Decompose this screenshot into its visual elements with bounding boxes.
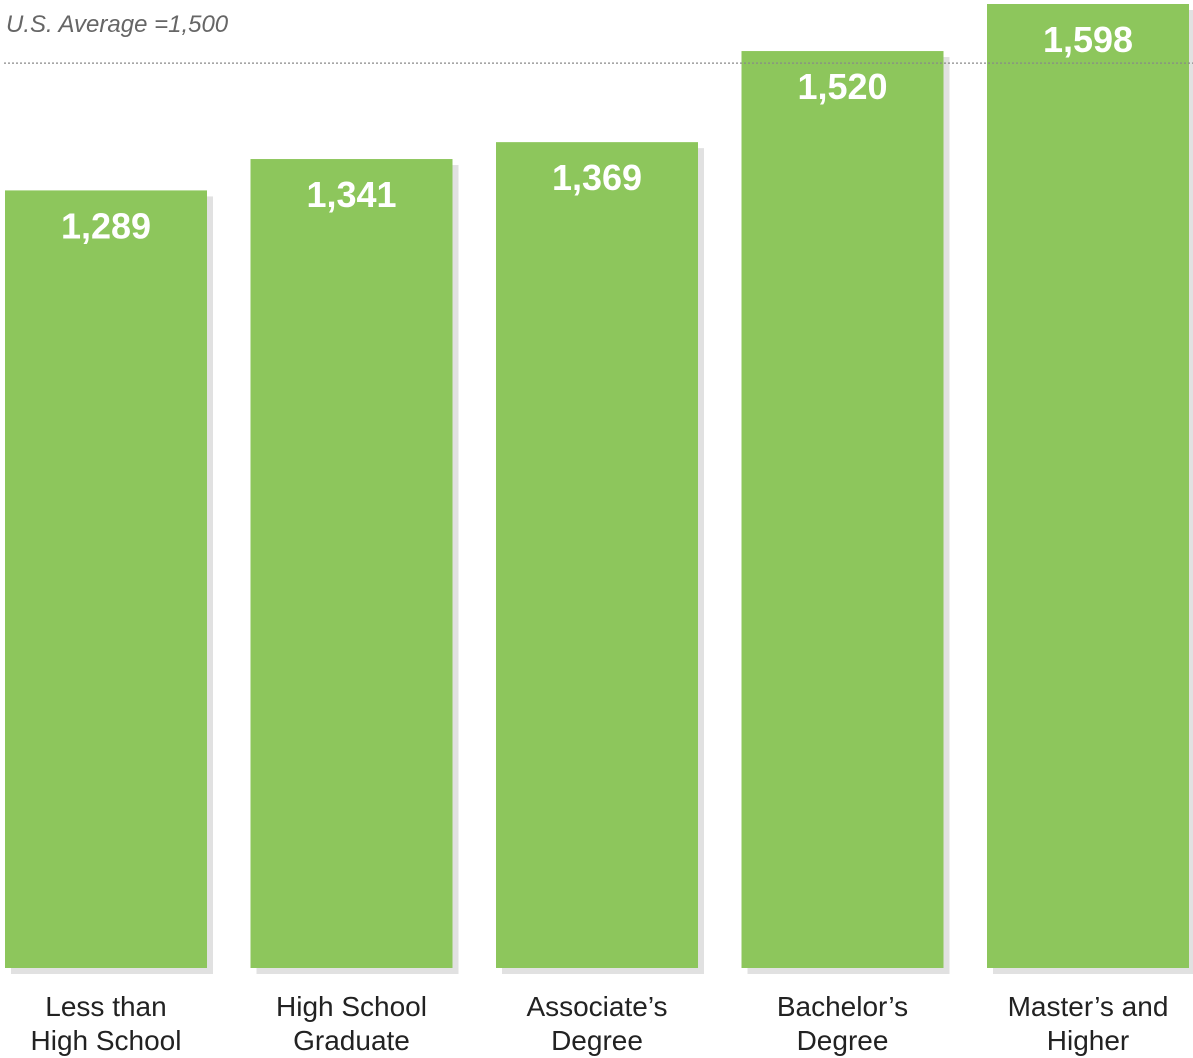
category-label-line: Less than <box>45 991 166 1022</box>
bar-value-label: 1,341 <box>306 174 396 215</box>
category-label-line: High School <box>31 1025 182 1056</box>
bar <box>5 190 207 968</box>
category-label-line: Graduate <box>293 1025 410 1056</box>
category-label: Less than High School <box>31 991 182 1056</box>
category-label-line: Degree <box>551 1025 643 1056</box>
category-label: Associate’s Degree <box>526 991 667 1056</box>
bar-value-label: 1,289 <box>61 205 151 246</box>
bar <box>741 51 944 968</box>
reference-line-label: U.S. Average =1,500 <box>6 11 229 38</box>
category-label: High School Graduate <box>276 991 427 1056</box>
category-label-line: Higher <box>1047 1025 1129 1056</box>
category-label-line: Master’s and <box>1008 991 1169 1022</box>
category-label-line: Degree <box>797 1025 889 1056</box>
bar-value-label: 1,520 <box>797 66 887 107</box>
bars <box>5 4 1189 968</box>
bar <box>496 142 698 968</box>
bar-value-label: 1,598 <box>1043 19 1133 60</box>
bar-value-labels: 1,289 1,341 1,369 1,520 1,598 <box>61 19 1133 246</box>
bar-value-label: 1,369 <box>552 157 642 198</box>
category-label-line: Associate’s <box>526 991 667 1022</box>
category-label-line: High School <box>276 991 427 1022</box>
bar <box>987 4 1189 968</box>
category-label: Master’s and Higher <box>1008 991 1169 1056</box>
category-label: Bachelor’s Degree <box>777 991 908 1056</box>
bar <box>250 159 453 968</box>
reference-line-group: U.S. Average =1,500 <box>4 11 1193 64</box>
category-label-line: Bachelor’s <box>777 991 908 1022</box>
